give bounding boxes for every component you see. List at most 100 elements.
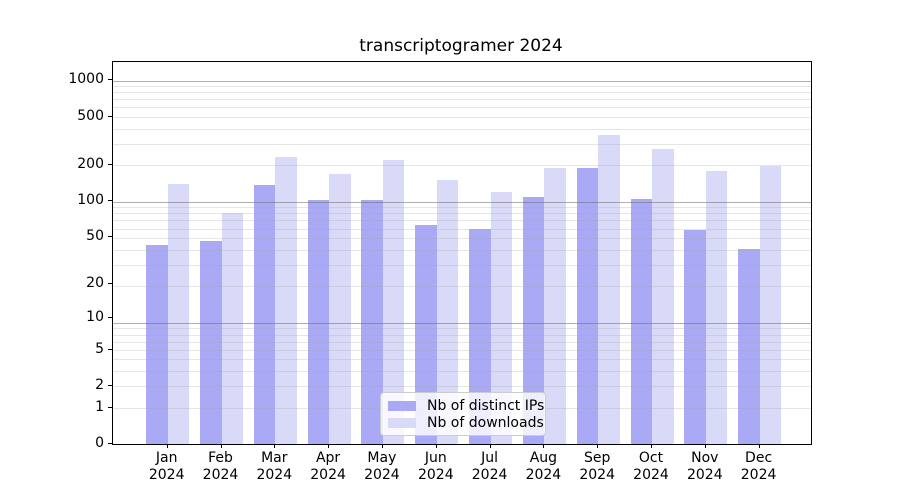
bar-downloads-may	[382, 159, 405, 444]
bar-distinct-ips-nov	[684, 230, 706, 444]
y-tick-mark	[108, 200, 112, 202]
bar-distinct-ips-aug	[522, 197, 545, 444]
major-gridline	[113, 201, 811, 203]
bar-downloads-oct	[652, 148, 674, 444]
x-tick-mark	[651, 444, 652, 448]
minor-gridline	[113, 359, 811, 361]
bar-downloads-dec	[759, 166, 782, 444]
y-tick-label-200: 200	[77, 155, 104, 172]
minor-gridline	[113, 238, 811, 240]
x-tick-label-apr: Apr 2024	[310, 450, 346, 483]
x-tick-mark	[435, 444, 437, 448]
minor-gridline	[113, 107, 811, 109]
y-tick-mark	[108, 316, 112, 318]
y-tick-label-0: 0	[95, 435, 104, 451]
x-tick-mark	[704, 444, 706, 448]
minor-gridline	[113, 328, 811, 330]
minor-gridline	[113, 249, 811, 251]
legend-swatch-distinct-ips	[388, 401, 416, 412]
minor-gridline	[113, 220, 811, 222]
minor-gridline	[113, 286, 811, 288]
x-tick-label-may: May 2024	[364, 450, 400, 483]
bar-downloads-feb	[221, 212, 243, 444]
y-tick-mark	[108, 348, 112, 350]
bar-distinct-ips-jun	[415, 225, 437, 444]
x-tick-mark	[758, 444, 760, 448]
major-gridline	[113, 322, 811, 324]
minor-gridline	[113, 341, 811, 343]
y-tick-label-100: 100	[77, 192, 104, 209]
minor-gridline	[113, 92, 811, 94]
minor-gridline	[113, 371, 811, 372]
minor-gridline	[113, 213, 811, 215]
y-tick-mark	[108, 79, 112, 81]
minor-gridline	[113, 86, 811, 87]
minor-gridline	[113, 143, 811, 145]
y-tick-mark	[108, 282, 112, 284]
x-tick-label-nov: Nov 2024	[686, 450, 723, 483]
y-tick-mark	[108, 163, 112, 165]
legend-item-downloads: Nb of downloads	[388, 415, 544, 432]
bar-distinct-ips-feb	[200, 241, 222, 444]
x-tick-mark	[274, 444, 276, 448]
legend: Nb of distinct IPs Nb of downloads	[380, 392, 546, 436]
y-tick-mark	[108, 406, 112, 408]
x-tick-label-oct: Oct 2024	[633, 450, 669, 483]
y-tick-label-2: 2	[95, 377, 104, 394]
y-tick-label-50: 50	[86, 228, 104, 245]
y-tick-label-5: 5	[95, 340, 104, 357]
chart-title: transcriptogramer 2024	[359, 36, 563, 56]
legend-label-distinct-ips: Nb of distinct IPs	[427, 398, 545, 415]
x-tick-label-feb: Feb 2024	[202, 450, 239, 483]
x-tick-label-mar: Mar 2024	[256, 450, 293, 483]
bar-distinct-ips-sep	[576, 168, 599, 444]
y-tick-mark	[108, 236, 112, 238]
bar-distinct-ips-jul	[469, 228, 491, 444]
bar-downloads-mar	[275, 156, 297, 444]
bar-distinct-ips-jan	[146, 244, 168, 444]
y-tick-mark	[108, 443, 112, 444]
bar-downloads-nov	[705, 171, 728, 444]
minor-gridline	[113, 128, 811, 130]
minor-gridline	[113, 228, 811, 230]
minor-gridline	[113, 386, 811, 388]
x-tick-label-jul: Jul 2024	[471, 450, 508, 483]
minor-gridline	[113, 117, 811, 118]
y-tick-label-1: 1	[95, 398, 104, 415]
y-tick-label-1000: 1000	[68, 71, 104, 88]
x-tick-mark	[220, 444, 222, 448]
y-tick-label-500: 500	[77, 107, 104, 124]
major-gridline	[113, 80, 811, 82]
y-tick-label-10: 10	[86, 308, 104, 325]
x-tick-label-aug: Aug 2024	[525, 450, 562, 483]
bar-distinct-ips-may	[361, 199, 383, 444]
minor-gridline	[113, 349, 811, 351]
y-tick-mark	[108, 115, 112, 117]
y-tick-label-20: 20	[86, 274, 104, 291]
x-tick-label-jun: Jun 2024	[417, 450, 454, 483]
x-tick-label-dec: Dec 2024	[740, 450, 777, 483]
x-tick-mark	[328, 444, 330, 448]
minor-gridline	[113, 165, 811, 167]
minor-gridline	[113, 265, 811, 266]
x-tick-mark	[166, 444, 168, 448]
x-tick-mark	[597, 444, 599, 448]
x-tick-mark	[381, 444, 383, 448]
x-tick-label-sep: Sep 2024	[579, 450, 615, 483]
y-tick-mark	[108, 385, 112, 387]
bar-downloads-jul	[490, 192, 513, 444]
bar-distinct-ips-dec	[738, 248, 760, 444]
legend-item-distinct-ips: Nb of distinct IPs	[388, 398, 544, 415]
plot-area	[112, 61, 812, 445]
bar-distinct-ips-mar	[253, 185, 276, 444]
bar-distinct-ips-oct	[630, 199, 652, 444]
bar-downloads-jan	[167, 183, 190, 444]
bar-downloads-jun	[436, 180, 459, 444]
legend-label-downloads: Nb of downloads	[427, 414, 544, 431]
legend-swatch-downloads	[388, 417, 416, 428]
x-tick-mark	[543, 444, 545, 448]
x-tick-label-jan: Jan 2024	[148, 450, 185, 483]
bar-downloads-apr	[329, 174, 351, 444]
minor-gridline	[113, 207, 811, 209]
